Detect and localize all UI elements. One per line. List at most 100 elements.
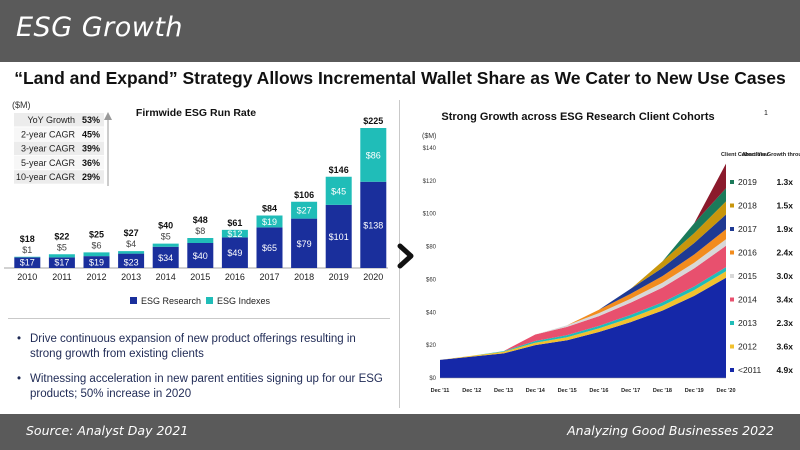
- bar-label-research: $17: [54, 258, 69, 268]
- chart-title: Firmwide ESG Run Rate: [136, 107, 256, 119]
- growth-arrow-head: [104, 112, 112, 120]
- legend-cohort-label: 2015: [738, 271, 757, 281]
- x-tick-label: Dec '14: [526, 388, 546, 394]
- bar-research: [83, 256, 110, 268]
- bar-research: [152, 246, 179, 268]
- bar-total-label: $61: [227, 218, 242, 228]
- legend-cohort-label: 2014: [738, 295, 757, 305]
- legend-swatch: [730, 297, 734, 302]
- bar-label-research: $40: [193, 251, 208, 261]
- bar-total-label: $27: [124, 228, 139, 238]
- legend-growth-value: 1.9x: [776, 224, 793, 234]
- chevron-right-icon: [397, 243, 414, 269]
- bar-indexes: [118, 251, 145, 254]
- legend-growth-value: 3.0x: [776, 271, 793, 281]
- x-tick-label: Dec '15: [558, 388, 577, 394]
- growth-value: 39%: [82, 144, 100, 154]
- bar-research: [325, 204, 352, 268]
- legend-swatch: [730, 180, 734, 184]
- bar-label-indexes: $12: [227, 229, 242, 239]
- bar-total-label: $22: [54, 231, 69, 241]
- bar-research: [48, 257, 75, 268]
- legend-growth-value: 4.9x: [776, 365, 793, 375]
- x-tick-label: 2015: [190, 272, 210, 282]
- chart-title: Strong Growth across ESG Research Client…: [441, 111, 714, 123]
- y-tick-label: $80: [426, 245, 437, 251]
- x-tick-label: 2010: [17, 272, 37, 282]
- bar-total-label: $84: [262, 204, 277, 214]
- x-tick-label: 2011: [52, 272, 71, 282]
- legend-swatch: [730, 227, 734, 231]
- legend-swatch-indexes: [206, 297, 213, 304]
- legend-swatch: [730, 274, 734, 278]
- legend-growth-value: 1.5x: [776, 201, 793, 211]
- bar-label-research: $17: [20, 258, 35, 268]
- x-tick-label: Dec '11: [431, 388, 450, 394]
- bar-indexes: [152, 243, 179, 247]
- legend-cohort-label: 2016: [738, 248, 757, 258]
- bar-research: [221, 237, 248, 268]
- y-tick-label: $40: [426, 310, 437, 316]
- legend-swatch: [730, 344, 734, 349]
- bar-label-research: $49: [227, 248, 242, 258]
- unit-label: ($M): [12, 100, 31, 110]
- bar-research: [118, 253, 145, 268]
- bar-indexes: [325, 176, 352, 205]
- legend-growth-value: 3.6x: [776, 342, 793, 352]
- growth-row-bg: [14, 127, 104, 141]
- legend-growth-value: 3.4x: [776, 295, 793, 305]
- bar-research: [187, 243, 214, 268]
- bar-total-label: $40: [158, 221, 173, 231]
- legend-cohort-label: 2018: [738, 201, 757, 211]
- x-tick-label: 2012: [86, 272, 106, 282]
- growth-value: 29%: [82, 172, 100, 182]
- bar-indexes: [83, 252, 110, 257]
- vertical-divider: [399, 100, 400, 408]
- bullet-item: Drive continuous expansion of new produc…: [16, 332, 388, 362]
- x-tick-label: 2019: [329, 272, 349, 282]
- growth-label: 10-year CAGR: [16, 172, 76, 182]
- legend-swatch: [730, 321, 734, 325]
- legend-cohort-label: 2017: [738, 224, 757, 234]
- bar-label-indexes: $86: [366, 150, 381, 160]
- run-rate-chart: ($M) Firmwide ESG Run Rate YoY Growth 53% 2-…: [4, 100, 388, 306]
- cohort-chart: Strong Growth across ESG Research Client…: [422, 110, 800, 394]
- legend-growth-value: 2.4x: [776, 248, 793, 258]
- footer: Source: Analyst Day 2021 Analyzing Good …: [0, 414, 800, 450]
- y-tick-label: $0: [429, 376, 436, 382]
- legend-cohort-label: 2013: [738, 318, 757, 328]
- x-tick-label: Dec '20: [716, 388, 735, 394]
- y-tick-label: $120: [423, 179, 437, 185]
- bar-label-research: $138: [363, 220, 383, 230]
- x-tick-label: Dec '18: [653, 388, 672, 394]
- bar-total-label: $146: [329, 165, 349, 175]
- growth-row-bg: [14, 141, 104, 156]
- y-tick-label: $60: [426, 277, 437, 283]
- growth-label: 2-year CAGR: [21, 129, 76, 139]
- legend-header-growth: Absolute Growth through 2020: [742, 152, 800, 158]
- brand-note: Analyzing Good Businesses 2022: [567, 423, 774, 438]
- growth-label: YoY Growth: [27, 115, 75, 125]
- legend-cohort-label: 2012: [738, 342, 757, 352]
- bar-label-indexes: $8: [195, 226, 205, 236]
- x-tick-label: Dec '12: [462, 388, 481, 394]
- bar-label-indexes: $6: [91, 240, 101, 250]
- source-note: Source: Analyst Day 2021: [26, 423, 189, 438]
- headline: “Land and Expand” Strategy Allows Increm…: [14, 68, 786, 88]
- growth-value: 36%: [82, 158, 100, 168]
- bar-total-label: $18: [20, 234, 35, 244]
- horizontal-divider: [8, 318, 390, 319]
- growth-value: 53%: [82, 115, 100, 125]
- legend-growth-value: 2.3x: [776, 318, 793, 328]
- bar-label-indexes: $5: [161, 232, 171, 242]
- bar-label-indexes: $5: [57, 242, 67, 252]
- bar-indexes: [221, 229, 248, 238]
- bar-total-label: $48: [193, 215, 208, 225]
- y-tick-label: $100: [423, 212, 437, 218]
- bullet-list: Drive continuous expansion of new produc…: [16, 332, 388, 412]
- bar-label-indexes: $27: [297, 206, 312, 216]
- bar-indexes: [14, 256, 41, 258]
- x-tick-label: 2016: [225, 272, 245, 282]
- title-superscript: 1: [764, 110, 768, 117]
- area-pre-2011: [440, 277, 726, 378]
